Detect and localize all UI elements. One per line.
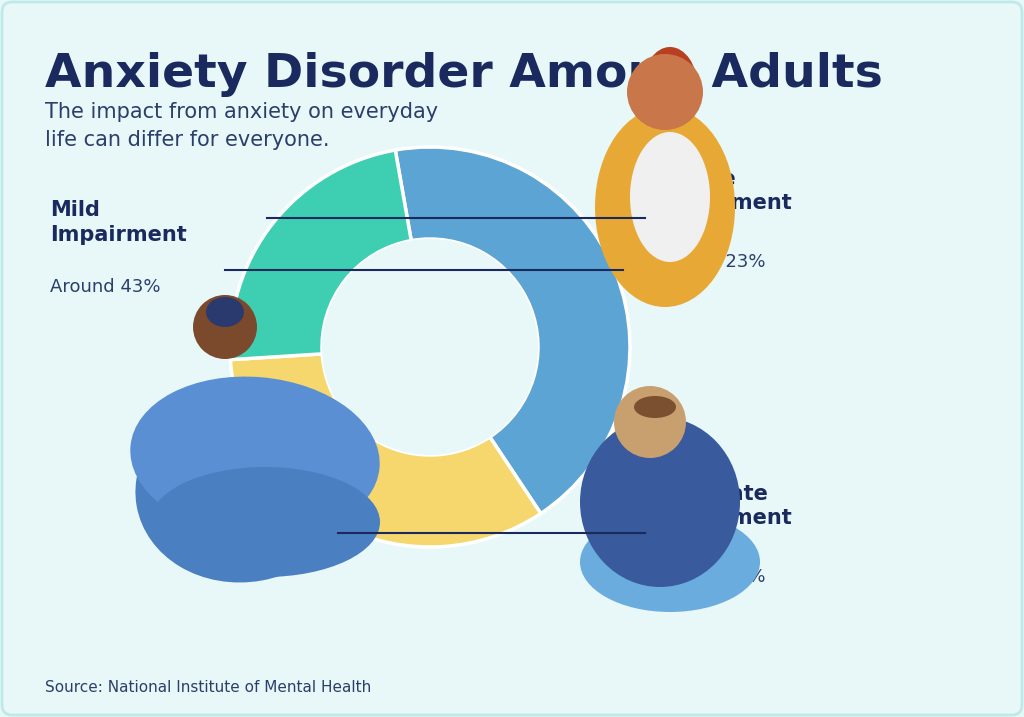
Text: Mild
Impairment: Mild Impairment (50, 200, 186, 244)
Text: Anxiety Disorder Among Adults: Anxiety Disorder Among Adults (45, 52, 883, 97)
Circle shape (614, 386, 686, 458)
Text: The impact from anxiety on everyday
life can differ for everyone.: The impact from anxiety on everyday life… (45, 102, 438, 150)
Wedge shape (395, 147, 630, 513)
Circle shape (627, 54, 703, 130)
Ellipse shape (580, 512, 760, 612)
Text: Around 23%: Around 23% (655, 253, 766, 272)
Ellipse shape (150, 467, 380, 577)
Ellipse shape (595, 107, 735, 307)
Ellipse shape (135, 391, 354, 582)
Text: Severe
Impairment: Severe Impairment (655, 168, 792, 214)
Ellipse shape (130, 376, 380, 538)
Wedge shape (230, 354, 541, 547)
Text: Moderate
Impairment: Moderate Impairment (655, 483, 792, 528)
Text: Around 43%: Around 43% (50, 277, 161, 295)
Ellipse shape (642, 47, 697, 127)
Text: Source: National Institute of Mental Health: Source: National Institute of Mental Hea… (45, 680, 372, 695)
Ellipse shape (580, 417, 740, 587)
Circle shape (322, 239, 538, 455)
Ellipse shape (630, 132, 710, 262)
Text: Around 33%: Around 33% (655, 569, 766, 587)
Circle shape (193, 295, 257, 359)
Ellipse shape (206, 297, 244, 327)
Wedge shape (230, 150, 412, 360)
Ellipse shape (634, 396, 676, 418)
